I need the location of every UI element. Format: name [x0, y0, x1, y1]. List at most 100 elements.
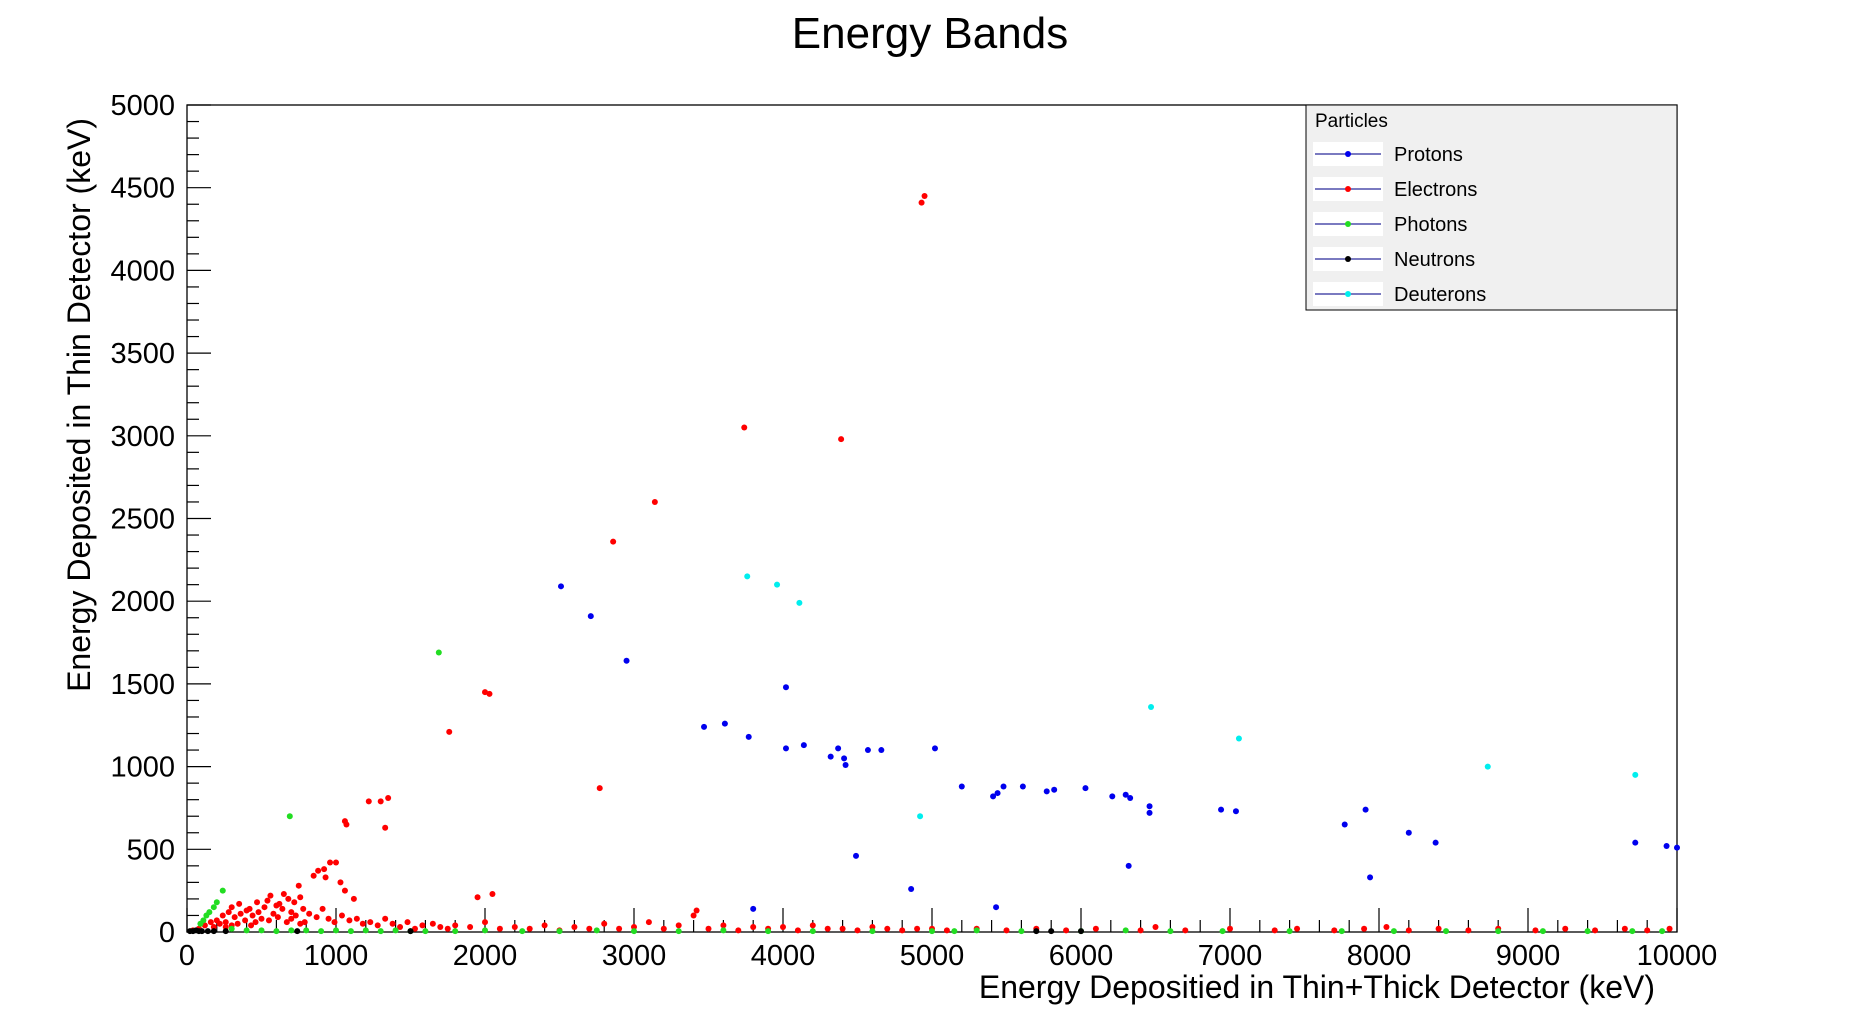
x-tick-label: 8000 [1347, 940, 1412, 972]
photons-point [258, 927, 265, 934]
electrons-point [300, 905, 307, 912]
photons-point [435, 649, 442, 656]
electrons-point [921, 192, 928, 199]
photons-point [1539, 928, 1546, 935]
photons-point [1495, 928, 1502, 935]
legend-marker [1345, 151, 1351, 157]
protons-point [1341, 821, 1348, 828]
electrons-point [750, 924, 757, 931]
electrons-point [319, 905, 326, 912]
protons-point [864, 747, 871, 754]
protons-point [842, 761, 849, 768]
photons-point [362, 927, 369, 934]
electrons-point [610, 538, 617, 545]
electrons-point [705, 925, 712, 932]
protons-point [853, 852, 860, 859]
electrons-point [651, 498, 658, 505]
electrons-point [735, 927, 742, 934]
electrons-point [242, 917, 249, 924]
electrons-point [541, 922, 548, 929]
legend-marker [1345, 221, 1351, 227]
photons-point [951, 928, 958, 935]
electrons-point [210, 924, 217, 931]
electrons-point [482, 919, 488, 926]
photons-point [213, 899, 220, 906]
electrons-point [1003, 927, 1010, 934]
data-points [186, 192, 1680, 935]
photons-point [631, 928, 637, 935]
x-tick-label: 4000 [751, 940, 816, 972]
protons-point [993, 904, 1000, 911]
photons-point [392, 927, 399, 934]
electrons-point [1435, 925, 1442, 932]
electrons-point [1405, 927, 1412, 934]
electrons-point [645, 919, 652, 926]
protons-point [1000, 783, 1007, 790]
electrons-point [1361, 925, 1368, 932]
protons-point [1362, 806, 1369, 813]
legend-item-photons: Photons [1313, 212, 1467, 236]
deuterons-point [1484, 763, 1491, 770]
electrons-point [1532, 927, 1539, 934]
electrons-point [377, 798, 384, 805]
protons-point [1432, 839, 1439, 846]
photons-point [347, 928, 354, 935]
protons-point [1146, 809, 1153, 816]
deuterons-point [1148, 704, 1155, 711]
electrons-point [839, 925, 846, 932]
deuterons-point [774, 581, 781, 588]
deuterons-point [1632, 771, 1639, 778]
electrons-point [252, 919, 259, 926]
electrons-point [720, 922, 727, 929]
electrons-point [838, 436, 845, 443]
electrons-point [899, 927, 906, 934]
electrons-point [265, 917, 272, 924]
photons-point [675, 928, 682, 935]
electrons-point [359, 920, 366, 927]
legend-label: Neutrons [1394, 249, 1475, 271]
electrons-point [486, 690, 493, 697]
electrons-point [285, 895, 292, 902]
protons-point [587, 613, 594, 620]
electrons-point [601, 920, 608, 927]
electrons-point [236, 900, 243, 907]
protons-point [1218, 806, 1225, 813]
electrons-point [780, 924, 786, 931]
electrons-point [219, 912, 226, 919]
protons-point [958, 783, 965, 790]
electrons-point [474, 894, 481, 901]
electrons-point [586, 925, 593, 932]
electrons-point [489, 890, 496, 897]
electrons-point [350, 895, 357, 902]
electrons-point [225, 909, 232, 916]
protons-point [1232, 808, 1239, 815]
protons-point [623, 657, 630, 664]
x-tick-label: 10000 [1637, 940, 1718, 972]
legend-item-electrons: Electrons [1313, 177, 1477, 201]
electrons-point [1182, 927, 1189, 934]
legend-marker [1345, 291, 1351, 297]
protons-point [841, 755, 848, 762]
photons-point [273, 928, 280, 935]
protons-point [1051, 786, 1058, 793]
electrons-point [1152, 924, 1159, 931]
chart-title: Energy Bands [792, 9, 1068, 58]
electrons-point [1137, 927, 1144, 934]
photons-point [377, 928, 384, 935]
legend-label: Deuterons [1394, 284, 1486, 306]
protons-point [557, 583, 564, 590]
electrons-point [596, 785, 603, 792]
electrons-point [1592, 927, 1599, 934]
protons-point [800, 742, 807, 749]
neutrons-point [204, 928, 211, 935]
electrons-point [884, 925, 891, 932]
electrons-point [331, 919, 338, 926]
photons-point [210, 904, 217, 911]
legend-marker [1345, 256, 1351, 262]
electrons-point [264, 897, 271, 904]
electrons-point [338, 912, 345, 919]
legend-item-deuterons: Deuterons [1313, 282, 1486, 306]
electrons-point [255, 909, 262, 916]
photons-point [519, 928, 526, 935]
